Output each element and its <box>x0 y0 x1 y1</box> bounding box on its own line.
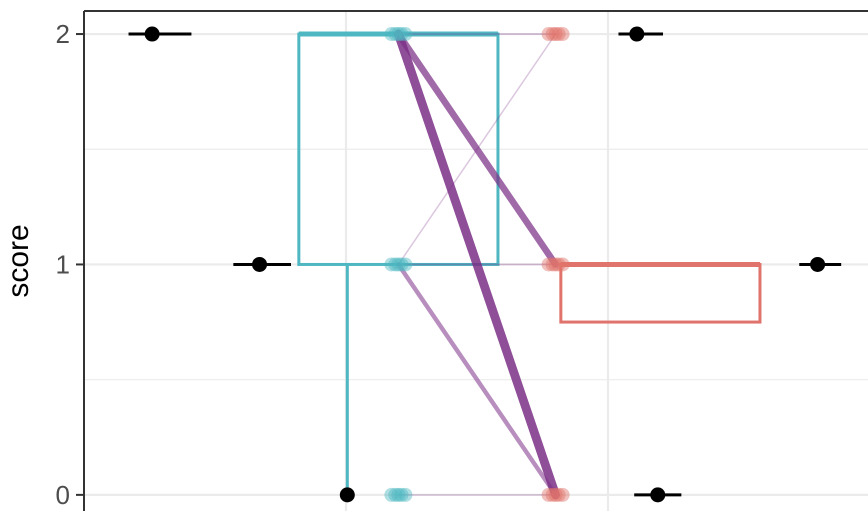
data-point <box>551 487 566 502</box>
data-point <box>551 257 566 272</box>
summary-point <box>144 26 160 42</box>
summary-point <box>810 256 826 272</box>
data-point <box>555 27 570 42</box>
data-point <box>391 487 406 502</box>
plot-panel <box>83 10 868 511</box>
summary-point <box>252 256 268 272</box>
data-point <box>541 27 556 42</box>
data-point <box>391 257 406 272</box>
paired-line <box>393 29 560 500</box>
data-point <box>398 27 413 42</box>
data-point <box>555 487 570 502</box>
data-point <box>541 257 556 272</box>
data-point <box>548 257 563 272</box>
data-point <box>548 487 563 502</box>
data-point <box>388 487 403 502</box>
data-point <box>555 257 570 272</box>
data-point <box>394 487 409 502</box>
data-point <box>545 487 560 502</box>
points-teal <box>384 27 413 502</box>
data-point <box>545 257 560 272</box>
y-tick-label: 1 <box>56 249 70 279</box>
y-tick-labels: 0 1 2 <box>56 19 84 510</box>
data-point <box>388 27 403 42</box>
data-point <box>394 27 409 42</box>
box-salmon <box>559 261 762 324</box>
data-point <box>394 257 409 272</box>
summary-point <box>650 487 666 503</box>
y-tick-label: 2 <box>56 19 70 49</box>
y-tick-label: 0 <box>56 480 70 510</box>
summary-point <box>629 26 645 42</box>
data-point <box>548 27 563 42</box>
data-point <box>545 27 560 42</box>
data-point <box>541 487 556 502</box>
points-salmon <box>541 27 570 502</box>
paired-lines <box>393 29 560 500</box>
paired-line <box>396 262 558 498</box>
data-point <box>398 257 413 272</box>
data-point <box>398 487 413 502</box>
data-point <box>551 27 566 42</box>
data-point <box>384 487 399 502</box>
data-point <box>391 27 406 42</box>
data-point <box>384 27 399 42</box>
paired-line <box>395 30 559 268</box>
summary-point <box>339 487 355 503</box>
data-point <box>384 257 399 272</box>
paired-line <box>397 33 557 266</box>
data-point <box>388 257 403 272</box>
summary-points <box>128 26 842 503</box>
y-axis-title: score <box>2 224 35 297</box>
